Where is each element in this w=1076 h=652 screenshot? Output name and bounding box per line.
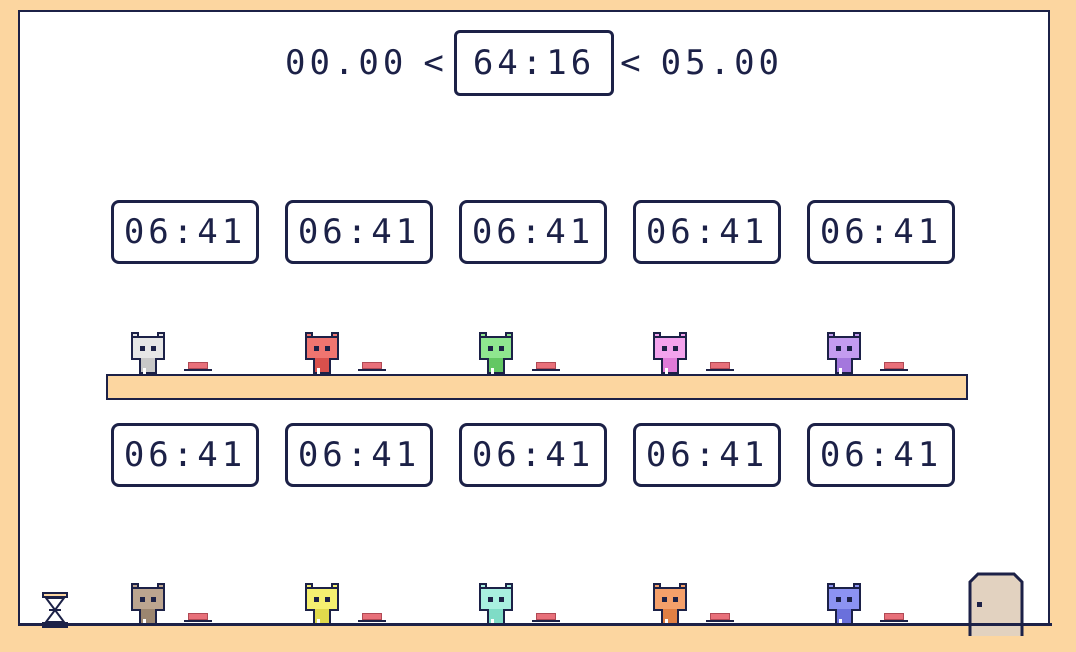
timer-display: 06:41 bbox=[285, 200, 433, 264]
cat-character[interactable] bbox=[479, 332, 513, 374]
max-time: 05.00 bbox=[660, 43, 784, 83]
exit-door-icon[interactable] bbox=[968, 572, 1024, 636]
cat-character[interactable] bbox=[653, 332, 687, 374]
timer-display: 06:41 bbox=[459, 200, 607, 264]
pressure-button[interactable] bbox=[358, 613, 386, 625]
pressure-button[interactable] bbox=[880, 362, 908, 374]
timer-display: 06:41 bbox=[807, 423, 955, 487]
platform-shelf bbox=[106, 374, 968, 400]
cat-character[interactable] bbox=[827, 583, 861, 625]
pressure-button[interactable] bbox=[184, 613, 212, 625]
less-than-sign-right: < bbox=[620, 43, 645, 83]
min-time: 00.00 bbox=[284, 43, 408, 83]
cat-character[interactable] bbox=[653, 583, 687, 625]
cat-character[interactable] bbox=[131, 583, 165, 625]
timer-display: 06:41 bbox=[111, 200, 259, 264]
cat-character[interactable] bbox=[131, 332, 165, 374]
pressure-button[interactable] bbox=[532, 613, 560, 625]
game-stage: 00.00 < 64:16 < 05.00 06:41 06:41 06:41 06:… bbox=[18, 10, 1050, 636]
timer-display: 06:41 bbox=[285, 423, 433, 487]
cat-character[interactable] bbox=[305, 583, 339, 625]
timer-display: 06:41 bbox=[807, 200, 955, 264]
cat-character[interactable] bbox=[827, 332, 861, 374]
cat-character[interactable] bbox=[305, 332, 339, 374]
time-range-header: 00.00 < 64:16 < 05.00 bbox=[20, 30, 1048, 96]
timer-display: 06:41 bbox=[633, 423, 781, 487]
pressure-button[interactable] bbox=[706, 613, 734, 625]
timer-display: 06:41 bbox=[111, 423, 259, 487]
timer-display: 06:41 bbox=[459, 423, 607, 487]
pressure-button[interactable] bbox=[532, 362, 560, 374]
cat-character[interactable] bbox=[479, 583, 513, 625]
less-than-sign-left: < bbox=[423, 43, 448, 83]
pressure-button[interactable] bbox=[706, 362, 734, 374]
pressure-button[interactable] bbox=[880, 613, 908, 625]
current-time-display: 64:16 bbox=[453, 30, 615, 96]
ground-line bbox=[18, 623, 1052, 626]
pressure-button[interactable] bbox=[358, 362, 386, 374]
timer-display: 06:41 bbox=[633, 200, 781, 264]
pressure-button[interactable] bbox=[184, 362, 212, 374]
